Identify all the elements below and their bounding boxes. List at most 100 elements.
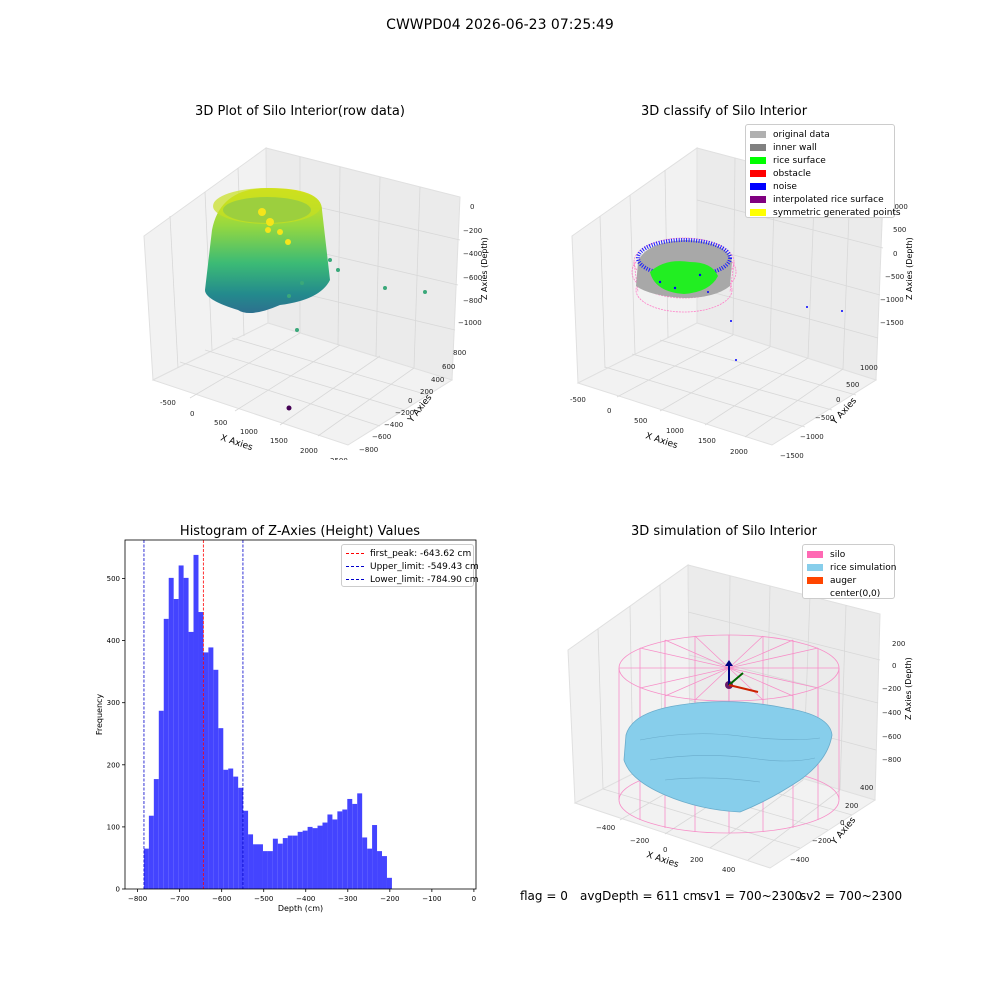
plot2-ztick: −1000 [880,296,904,304]
legend-swatch [750,183,766,190]
plot2-ytick: −1500 [780,452,804,460]
legend-item: center(0,0) [807,587,890,600]
legend-item: silo [807,548,890,561]
histogram-bar [317,825,323,889]
legend-line-swatch [346,579,364,580]
legend-item: rice surface [750,154,890,167]
plot2-ytick: −500 [815,414,834,422]
histogram-bar [218,728,224,889]
sv1-text: sv1 = 700~2300 [700,889,803,903]
histogram-bar [307,826,313,889]
legend-label: obstacle [773,168,811,179]
histogram-bar [297,831,303,889]
legend-label: symmetric generated points [773,207,901,218]
histogram-bar [153,779,159,889]
histogram-bar [277,843,283,889]
plot2-ztick: 500 [893,226,906,234]
sv2-text: sv2 = 700~2300 [800,889,903,903]
plot2-rice-surface [650,261,718,294]
histogram-bar [158,710,164,889]
legend-item: Upper_limit: -549.43 cm [346,560,479,573]
plot2-xtick: 1500 [698,437,716,445]
legend-swatch [807,590,823,597]
histogram-bar [258,844,263,889]
legend-label: rice simulation [830,562,897,573]
plot2-legend: original data inner wall rice surface ob… [745,124,901,218]
plot1-ytick: −400 [384,421,403,429]
legend-swatch [750,196,766,203]
histogram-bar [238,787,244,889]
plot1-xtick: -500 [160,399,176,407]
legend-item: inner wall [750,141,890,154]
plot2-xtick: 2000 [730,448,748,456]
histogram-bar [327,814,333,889]
legend-item: noise [750,180,890,193]
avgdepth-text: avgDepth = 611 cm [580,889,702,903]
plot2-xtick: 500 [634,417,647,425]
legend-swatch [750,170,766,177]
histogram-bar [302,830,308,889]
histogram-bar [213,669,219,889]
histogram-bar [163,618,169,889]
x-tick-label: −200 [380,895,399,903]
plot1-silo-inner [223,197,311,223]
histogram-bar [377,851,383,889]
plot1-xlabel: X Axies [219,433,254,453]
y-axis-label: Frequency [95,694,104,736]
plot2-ztick: −1500 [880,319,904,327]
histogram-chart: −800 −700 −600 −500 −400 −300 −200 −100 0 0 100 200… [95,539,477,913]
plot1-ztick: −400 [463,250,482,258]
histogram-bar [312,828,318,889]
plot1-xtick: 1000 [240,428,258,436]
plot1-ztick: −800 [463,297,482,305]
plot2-ztick: 1000 [890,203,908,211]
plot1-ztick: 0 [470,203,474,211]
histogram-bar [287,835,293,889]
histogram-bar [292,835,298,889]
histogram-bar [352,803,358,889]
plot1-ztick: −600 [463,274,482,282]
plot1-title: 3D Plot of Silo Interior(row data) [195,104,405,119]
plot2-zlabel: Z Axies (Depth) [905,237,914,300]
histogram-bar [233,776,239,889]
plot4-ztick: −800 [882,756,901,764]
histogram-bar [372,825,378,889]
histogram-bar [193,554,199,889]
plot2-xtick: -500 [570,396,586,404]
histogram-bar [223,769,229,889]
plot4-xtick: −400 [596,824,615,832]
plot4-rice-mesh [639,733,821,783]
histogram-bar [248,834,254,889]
x-tick-label: −500 [254,895,273,903]
legend-swatch [807,551,823,558]
plot4-ytick: −400 [790,856,809,864]
plot1-ytick: −200 [395,409,414,417]
legend-label: original data [773,129,830,140]
legend-label: auger [830,575,857,586]
hist-legend: first_peak: -643.62 cm Upper_limit: -549… [341,544,479,587]
plot2-pink-outline [631,237,737,313]
legend-line-swatch [346,566,364,567]
legend-label: first_peak: -643.62 cm [370,548,472,559]
legend-label: rice surface [773,155,826,166]
plot2-title: 3D classify of Silo Interior [640,104,808,119]
plot4-y-arrow [728,672,744,686]
legend-item: auger [807,574,890,587]
y-tick-label: 0 [116,886,120,894]
x-tick-label: −600 [212,895,231,903]
plot1-ytick: −600 [372,433,391,441]
y-tick-label: 500 [107,575,120,583]
plot1-yellow-points [258,208,291,245]
legend-item: Lower_limit: -784.90 cm [346,573,478,586]
plot2-ztick: 0 [893,250,897,258]
legend-swatch [750,209,766,216]
histogram-bar [198,612,204,889]
histogram-bar [253,844,259,889]
x-tick-label: −100 [422,895,441,903]
legend-swatch [750,157,766,164]
plot4-z-arrowhead [725,660,733,666]
plot1-zlabel: Z Axies (Depth) [480,237,489,300]
plot4-xtick: 400 [722,866,735,874]
plot4-ytick: 0 [840,819,844,827]
legend-item: obstacle [750,167,890,180]
